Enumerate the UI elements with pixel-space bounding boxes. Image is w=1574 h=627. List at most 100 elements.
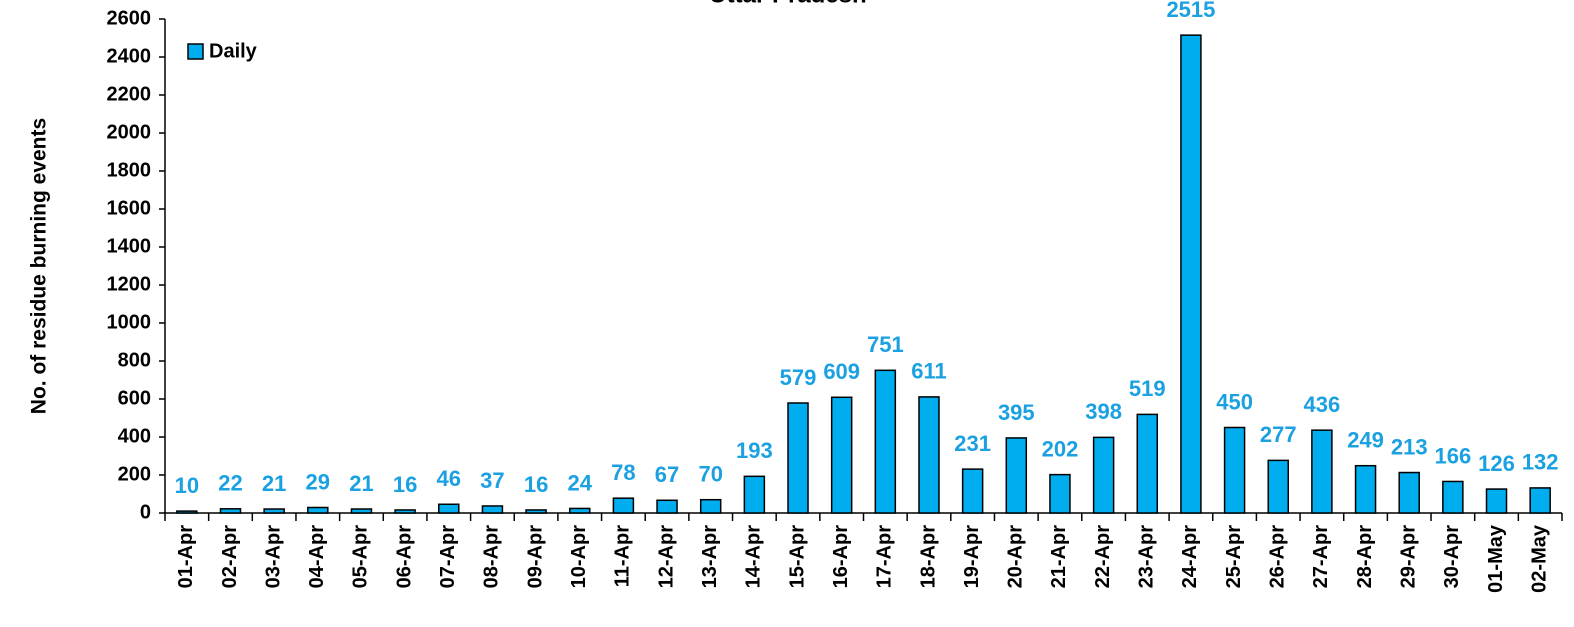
bar xyxy=(1005,437,1028,514)
x-tick-label: 06-Apr xyxy=(393,525,415,589)
data-label: 519 xyxy=(1129,376,1166,401)
x-tick-label: 24-Apr xyxy=(1179,525,1201,589)
data-label: 10 xyxy=(175,473,199,498)
x-tick-label: 05-Apr xyxy=(350,525,372,589)
bar xyxy=(1485,488,1508,514)
data-label: 132 xyxy=(1522,450,1559,475)
data-label: 611 xyxy=(911,359,947,384)
y-axis-label: No. of residue burning events xyxy=(28,118,51,414)
bar xyxy=(1267,459,1289,514)
data-label: 213 xyxy=(1391,434,1428,459)
bar xyxy=(307,506,329,514)
x-tick-label: 17-Apr xyxy=(874,525,896,589)
x-tick-label: 16-Apr xyxy=(830,525,852,589)
x-tick-label: 20-Apr xyxy=(1005,525,1027,589)
x-tick-label: 25-Apr xyxy=(1223,525,1245,589)
data-label: 609 xyxy=(823,359,860,384)
y-tick-label: 400 xyxy=(118,425,151,447)
bar xyxy=(1223,426,1246,514)
data-label: 46 xyxy=(437,466,461,491)
x-tick-label: 26-Apr xyxy=(1267,525,1289,589)
data-label: 16 xyxy=(393,472,417,497)
x-tick-label: 13-Apr xyxy=(699,525,721,589)
bar xyxy=(743,475,766,514)
x-tick-label: 09-Apr xyxy=(524,525,546,589)
bar xyxy=(219,508,242,514)
data-label: 24 xyxy=(567,470,592,495)
data-label: 29 xyxy=(306,469,330,494)
y-tick-label: 800 xyxy=(118,349,151,371)
data-label: 37 xyxy=(480,468,504,493)
bar xyxy=(961,468,984,514)
data-label: 231 xyxy=(954,431,991,456)
data-label: 78 xyxy=(611,460,635,485)
y-tick-label: 1800 xyxy=(107,159,152,181)
y-tick-label: 1200 xyxy=(107,273,152,295)
bar xyxy=(656,499,678,514)
data-label: 16 xyxy=(524,472,548,497)
x-tick-label: 10-Apr xyxy=(568,525,590,589)
data-label: 202 xyxy=(1042,436,1079,461)
y-tick-label: 2000 xyxy=(107,121,152,143)
data-label: 395 xyxy=(998,400,1035,425)
bar xyxy=(438,503,460,514)
x-tick-label: 08-Apr xyxy=(481,525,503,589)
x-tick-label: 12-Apr xyxy=(655,525,677,589)
bar xyxy=(481,505,504,514)
bar xyxy=(394,509,416,514)
x-tick-label: 14-Apr xyxy=(743,525,765,589)
x-tick-label: 18-Apr xyxy=(917,525,939,589)
data-label: 450 xyxy=(1216,389,1253,414)
bar xyxy=(918,396,940,514)
data-label: 579 xyxy=(780,365,817,390)
x-tick-label: 19-Apr xyxy=(961,525,983,589)
y-tick-label: 1600 xyxy=(107,197,152,219)
x-tick-label: 30-Apr xyxy=(1441,525,1463,589)
x-tick-label: 29-Apr xyxy=(1397,525,1419,589)
bar xyxy=(787,402,809,514)
data-label: 249 xyxy=(1347,428,1384,453)
bar xyxy=(176,510,198,514)
x-tick-label: 21-Apr xyxy=(1048,525,1070,589)
bar xyxy=(612,497,635,514)
y-tick-label: 2400 xyxy=(107,45,152,67)
bar xyxy=(1049,473,1071,514)
y-tick-label: 0 xyxy=(140,501,151,523)
x-tick-label: 04-Apr xyxy=(306,525,328,589)
bar xyxy=(830,396,853,514)
y-tick-label: 600 xyxy=(118,387,151,409)
data-label: 2515 xyxy=(1166,0,1215,22)
x-tick-label: 07-Apr xyxy=(437,525,459,589)
chart-title: Uttar Pradesh xyxy=(709,0,866,8)
bar xyxy=(874,369,897,514)
y-tick-label: 2200 xyxy=(107,83,152,105)
bar xyxy=(1354,464,1377,514)
data-label: 21 xyxy=(262,471,286,496)
bar xyxy=(1311,429,1333,514)
bar xyxy=(1529,487,1551,514)
x-tick-label: 23-Apr xyxy=(1136,525,1158,589)
bar xyxy=(1136,413,1159,514)
x-tick-label: 02-Apr xyxy=(219,525,241,589)
legend-label: Daily xyxy=(209,40,258,62)
x-tick-label: 03-Apr xyxy=(262,525,284,589)
y-tick-label: 200 xyxy=(118,463,151,485)
bar xyxy=(568,507,591,514)
data-label: 21 xyxy=(349,471,373,496)
bar xyxy=(525,509,547,514)
data-label: 67 xyxy=(655,462,679,487)
data-label: 22 xyxy=(218,471,242,496)
x-tick-label: 01-May xyxy=(1485,524,1507,593)
x-tick-label: 11-Apr xyxy=(612,525,634,587)
data-label: 126 xyxy=(1478,451,1515,476)
y-tick-label: 1000 xyxy=(107,311,152,333)
x-tick-label: 27-Apr xyxy=(1310,525,1332,589)
data-label: 70 xyxy=(698,462,722,487)
data-label: 751 xyxy=(867,332,904,357)
bar xyxy=(1398,471,1420,514)
bar xyxy=(350,508,373,514)
y-tick-label: 1400 xyxy=(107,235,152,257)
x-tick-label: 15-Apr xyxy=(786,525,808,589)
bar xyxy=(1092,436,1115,514)
x-tick-label: 01-Apr xyxy=(175,525,197,589)
